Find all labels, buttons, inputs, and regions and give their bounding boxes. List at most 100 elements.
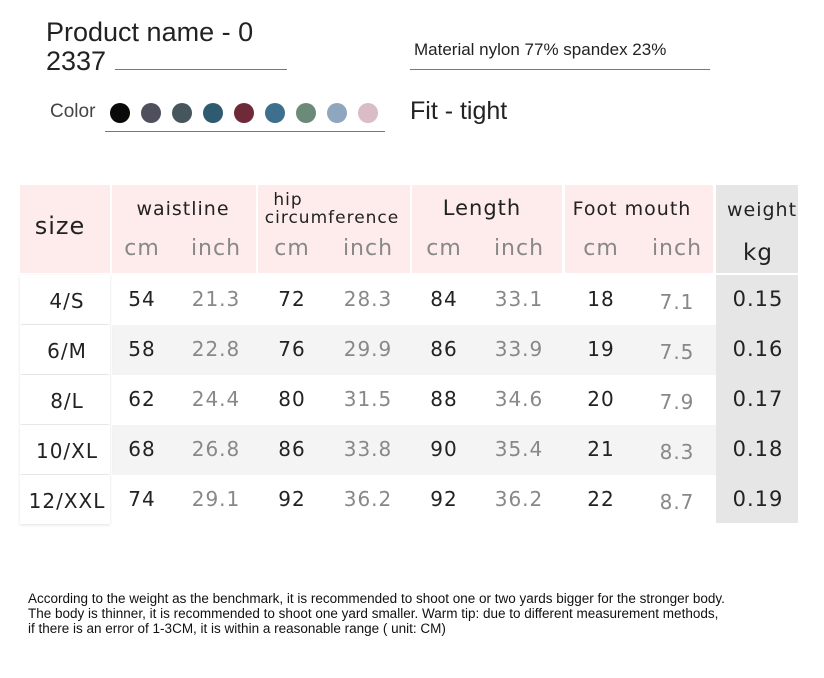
fit-text: Fit - tight — [410, 97, 508, 125]
unit-inch: inch — [342, 236, 394, 261]
divider — [105, 131, 385, 132]
measure-value: 33.8 — [343, 437, 393, 461]
weight-value: 0.19 — [732, 487, 784, 511]
measure-value: 29.1 — [191, 487, 241, 511]
size-note: According to the weight as the benchmark… — [28, 591, 725, 636]
size-header: size — [34, 212, 86, 240]
size-value: 6/M — [47, 339, 87, 363]
color-swatch[interactable] — [203, 103, 223, 123]
size-cell — [20, 475, 110, 524]
group-hip-line1: hip — [273, 190, 303, 210]
measure-value: 20 — [587, 387, 615, 411]
color-swatch[interactable] — [358, 103, 378, 123]
measure-value: 68 — [128, 437, 156, 461]
table-row — [112, 425, 716, 475]
unit-inch: inch — [493, 236, 545, 261]
color-swatch[interactable] — [327, 103, 347, 123]
measure-value: 36.2 — [494, 487, 544, 511]
measure-value: 7.9 — [659, 390, 695, 414]
measure-value: 54 — [128, 287, 156, 311]
weight-value: 0.16 — [732, 337, 784, 361]
header-group-cell — [565, 185, 713, 273]
color-swatch[interactable] — [172, 103, 192, 123]
color-swatch[interactable] — [141, 103, 161, 123]
table-row — [112, 375, 716, 425]
size-cell — [20, 375, 110, 424]
weight-header: weight — [726, 199, 798, 221]
measure-value: 19 — [587, 337, 615, 361]
measure-value: 80 — [278, 387, 306, 411]
weight-cell — [716, 425, 798, 475]
color-swatches — [110, 103, 378, 123]
unit-cm: cm — [426, 236, 462, 261]
weight-cell — [716, 325, 798, 375]
color-swatch[interactable] — [234, 103, 254, 123]
measure-value: 7.1 — [659, 290, 695, 314]
measure-value: 76 — [278, 337, 306, 361]
group-length: Length — [442, 196, 522, 220]
measure-value: 21 — [587, 437, 615, 461]
measure-value: 18 — [587, 287, 615, 311]
measure-value: 84 — [430, 287, 458, 311]
weight-value: 0.18 — [732, 437, 784, 461]
table-row — [112, 275, 716, 325]
size-value: 4/S — [49, 289, 85, 313]
size-value: 12/XXL — [28, 489, 106, 513]
color-swatch[interactable] — [265, 103, 285, 123]
size-cell — [20, 325, 110, 374]
weight-cell — [716, 475, 798, 523]
measure-value: 22.8 — [191, 337, 241, 361]
weight-cell — [716, 275, 798, 325]
measure-value: 62 — [128, 387, 156, 411]
measure-value: 35.4 — [494, 437, 544, 461]
measure-value: 24.4 — [191, 387, 241, 411]
measure-value: 74 — [128, 487, 156, 511]
measure-value: 72 — [278, 287, 306, 311]
size-value: 10/XL — [35, 439, 99, 463]
measure-value: 88 — [430, 387, 458, 411]
color-swatch[interactable] — [110, 103, 130, 123]
weight-cell — [716, 375, 798, 425]
size-cell — [20, 275, 110, 324]
title-line-2: 2337 — [46, 46, 107, 76]
size-cell — [20, 425, 110, 474]
material-text: Material nylon 77% spandex 23% — [414, 40, 667, 59]
measure-value: 34.6 — [494, 387, 544, 411]
measure-value: 29.9 — [343, 337, 393, 361]
weight-value: 0.17 — [732, 387, 784, 411]
unit-inch: inch — [190, 236, 242, 261]
color-label: Color — [50, 101, 96, 122]
unit-cm: cm — [274, 236, 310, 261]
header-group-cell — [258, 185, 410, 273]
measure-value: 90 — [430, 437, 458, 461]
header-weight-cell — [716, 185, 798, 273]
measure-value: 92 — [430, 487, 458, 511]
measure-value: 86 — [278, 437, 306, 461]
header-size-cell — [20, 185, 110, 273]
group-hip-line2: circumference — [264, 208, 400, 228]
measure-value: 28.3 — [343, 287, 393, 311]
size-value: 8/L — [50, 389, 84, 413]
measure-value: 7.5 — [659, 340, 695, 364]
unit-cm: cm — [583, 236, 619, 261]
header-group-cell — [112, 185, 256, 273]
measure-value: 22 — [587, 487, 615, 511]
group-foot-mouth: Foot mouth — [572, 198, 692, 220]
measure-value: 58 — [128, 337, 156, 361]
measure-value: 31.5 — [343, 387, 393, 411]
measure-value: 86 — [430, 337, 458, 361]
weight-unit: kg — [743, 240, 773, 266]
unit-inch: inch — [651, 236, 703, 261]
measure-value: 21.3 — [191, 287, 241, 311]
measure-value: 92 — [278, 487, 306, 511]
measure-value: 8.3 — [659, 440, 695, 464]
header-group-cell — [412, 185, 562, 273]
measure-value: 33.9 — [494, 337, 544, 361]
measure-value: 26.8 — [191, 437, 241, 461]
divider — [115, 69, 287, 70]
weight-value: 0.15 — [732, 287, 784, 311]
color-swatch[interactable] — [296, 103, 316, 123]
measure-value: 8.7 — [659, 490, 695, 514]
table-row — [112, 475, 716, 525]
measure-value: 33.1 — [494, 287, 544, 311]
